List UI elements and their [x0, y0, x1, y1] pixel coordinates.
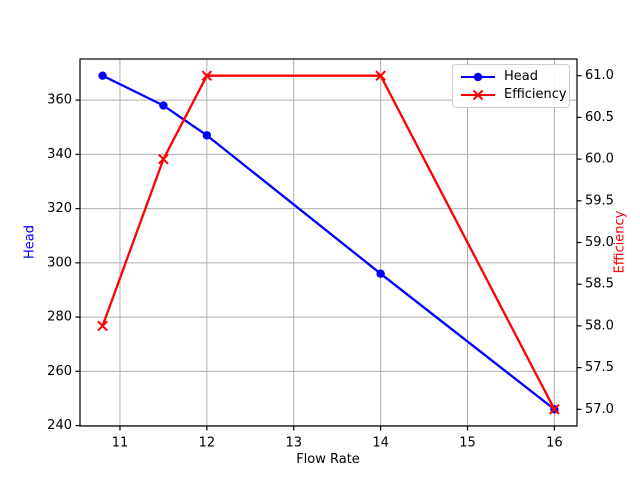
grid-group — [80, 59, 577, 427]
marker-circle-head — [202, 131, 212, 140]
marker-x-efficiency — [201, 70, 213, 81]
legend-label-efficiency: Efficiency — [504, 87, 567, 102]
y-tick-label-left: 240 — [47, 418, 72, 433]
legend-marker-efficiency-icon — [461, 89, 495, 101]
y-tick-label-right: 58.0 — [585, 318, 614, 333]
legend: Head Efficiency — [452, 64, 570, 108]
y-tick-label-right: 61.0 — [585, 68, 614, 83]
legend-circle-marker — [473, 72, 483, 82]
x-tick-label: 15 — [459, 436, 476, 451]
y-tick-label-left: 320 — [47, 201, 72, 216]
tick-label-group: 11 12 13 14 15 16 240 260 280 300 320 340 360 57.0 57.… — [47, 68, 614, 450]
marker-circle-head — [159, 101, 168, 110]
y-tick-label-right: 60.5 — [585, 110, 614, 125]
marker-circle-head — [98, 71, 107, 80]
marker-circle-head — [376, 269, 385, 278]
marker-x-efficiency — [375, 70, 386, 81]
y-tick-label-right: 59.5 — [585, 193, 614, 208]
marker-x-efficiency — [158, 153, 169, 165]
legend-marker-head-icon — [461, 72, 495, 82]
legend-x-marker — [472, 89, 484, 101]
x-tick-label: 13 — [285, 436, 302, 451]
y-tick-label-right: 57.0 — [585, 402, 614, 417]
legend-item-head: Head — [460, 69, 562, 85]
legend-label-head: Head — [504, 69, 538, 84]
marker-x-efficiency — [97, 320, 108, 332]
y-tick-label-left: 340 — [47, 147, 72, 162]
y-tick-label-left: 260 — [47, 364, 72, 379]
y-tick-label-left: 300 — [47, 255, 72, 270]
x-tick-label: 11 — [112, 436, 129, 451]
series-line-head — [101, 74, 556, 411]
marker-x-efficiency — [549, 404, 560, 415]
y-tick-label-right: 59.0 — [585, 235, 614, 250]
x-tick-label: 12 — [199, 436, 216, 451]
y-tick-label-left: 280 — [47, 310, 72, 325]
y-tick-label-right: 57.5 — [585, 360, 614, 375]
series-line-efficiency — [101, 74, 556, 411]
y-tick-label-left: 360 — [47, 93, 72, 108]
y-axis-label-right: Efficiency — [612, 210, 628, 274]
tick-group — [75, 75, 582, 431]
y-tick-label-right: 60.0 — [585, 152, 614, 167]
y-tick-label-right: 58.5 — [585, 277, 614, 292]
legend-item-efficiency: Efficiency — [460, 87, 567, 103]
x-tick-label: 16 — [546, 436, 563, 451]
y-axis-label-left: Head — [22, 225, 38, 259]
x-axis-label: Flow Rate — [296, 452, 360, 467]
x-tick-label: 14 — [372, 436, 389, 451]
